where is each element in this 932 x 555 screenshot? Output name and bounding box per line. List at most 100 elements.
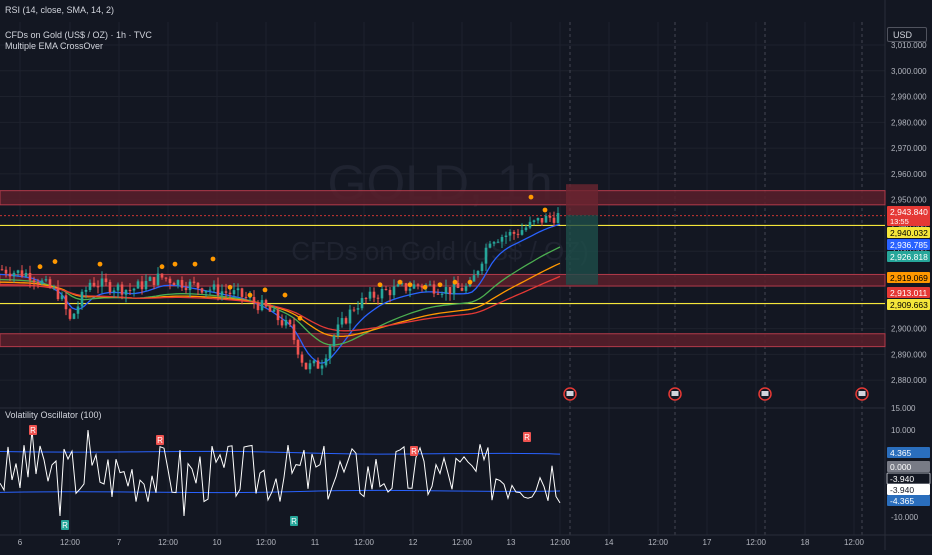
reversal-down-marker <box>156 435 164 445</box>
candle-body <box>192 281 196 283</box>
candle-body <box>136 281 140 289</box>
candle-body <box>416 284 420 286</box>
candle-body <box>280 320 284 326</box>
candle-body <box>84 289 88 292</box>
time-axis[interactable]: 6 12:00 7 12:00 10 12:00 11 12:00 12 12:00 13 12:00… <box>0 534 932 547</box>
candle-body <box>100 278 104 287</box>
candle-body <box>16 270 20 273</box>
oscillator-legend[interactable]: Volatility Oscillator (100) <box>5 410 102 420</box>
candle-body <box>492 242 496 244</box>
candle-body <box>48 279 52 288</box>
candle-body <box>392 286 396 296</box>
candle-body <box>488 243 492 248</box>
time-tick-label: 10 <box>213 538 222 547</box>
candle-body <box>44 279 48 281</box>
candle-body <box>456 283 460 288</box>
candle-body <box>444 287 448 294</box>
osc-label-value: 0.000 <box>890 462 912 472</box>
candle-body <box>0 269 4 271</box>
candle-body <box>312 360 316 364</box>
signal-dot <box>407 282 413 288</box>
candle-body <box>92 282 96 287</box>
candle-body <box>88 282 92 290</box>
candle-body <box>252 296 256 304</box>
symbol-legend[interactable]: CFDs on Gold (US$ / OZ) · 1h · TVC <box>5 30 152 40</box>
rsi-legend[interactable]: RSI (14, close, SMA, 14, 2) <box>5 5 114 15</box>
candle-body <box>436 293 440 295</box>
target-zone <box>566 215 598 285</box>
price-label-badge <box>887 287 930 298</box>
price-tick-label: 2,970.000 <box>891 144 927 153</box>
time-tick-label: 6 <box>18 538 23 547</box>
price-tick-label: 3,010.000 <box>891 41 927 50</box>
signal-dot <box>422 284 428 290</box>
oscillator-axis[interactable]: 15.00010.0005.000-5.000-10.0004.3650.000… <box>886 404 931 522</box>
osc-tick-label: -10.000 <box>891 513 919 522</box>
resistance-zones <box>0 190 886 348</box>
reversal-down-marker <box>29 425 37 435</box>
time-tick-label: 18 <box>801 538 810 547</box>
ema-legend[interactable]: Multiple EMA CrossOver <box>5 41 103 51</box>
flag-icon <box>671 391 679 396</box>
candle-body <box>216 284 220 296</box>
candle-body <box>132 288 136 291</box>
price-label-badge <box>887 227 930 238</box>
candle-body <box>148 277 152 281</box>
candle-body <box>376 297 380 299</box>
oscillator-pane: R R R R R R <box>0 425 561 530</box>
price-axis[interactable]: 3,010.000 3,000.000 2,990.000 2,980.000 2,97… <box>887 41 930 385</box>
price-label-value: 2,943.840 <box>890 207 928 217</box>
signal-dot <box>467 279 473 285</box>
candle-body <box>72 313 76 319</box>
candle-body <box>116 284 120 291</box>
signal-dot <box>192 261 198 267</box>
candle-body <box>256 303 260 311</box>
price-tick-label: 2,990.000 <box>891 93 927 102</box>
candle-body <box>324 358 328 366</box>
candle-body <box>140 281 144 290</box>
candle-body <box>204 290 208 293</box>
time-tick-label: 12:00 <box>550 538 571 547</box>
watermark-description: CFDs on Gold (US$ / OZ) <box>291 236 589 266</box>
price-label-value: 2,919.069 <box>890 273 928 283</box>
candle-body <box>156 273 160 285</box>
candle-body <box>56 287 60 300</box>
time-tick-label: 14 <box>605 538 614 547</box>
time-tick-label: 13 <box>507 538 516 547</box>
candle-body <box>360 298 364 309</box>
osc-label-badge <box>887 461 930 472</box>
candle-body <box>512 232 516 234</box>
oscillator-line <box>0 429 561 517</box>
osc-tick-label: 15.000 <box>891 404 916 413</box>
ema-lines <box>0 223 561 364</box>
candle-body <box>80 291 84 307</box>
osc-tick-label: 10.000 <box>891 426 916 435</box>
candle-body <box>208 289 212 291</box>
candle-body <box>104 278 108 283</box>
candle-body <box>300 354 304 363</box>
signal-dot <box>437 282 443 288</box>
ema-line-slowest <box>0 275 561 332</box>
candle-body <box>228 292 232 295</box>
candle-body <box>484 247 488 264</box>
candle-body <box>284 320 288 326</box>
candle-body <box>200 288 204 293</box>
economic-events[interactable] <box>563 387 869 401</box>
price-label-badge <box>887 272 930 283</box>
candle-body <box>368 291 372 299</box>
candle-body <box>460 287 464 291</box>
candle-body <box>316 360 320 369</box>
reversal-down-label: R <box>30 426 36 435</box>
time-tick-label: 12:00 <box>452 538 473 547</box>
candle-body <box>308 363 312 370</box>
resistance-zone <box>0 190 886 206</box>
currency-button[interactable]: USD <box>887 27 927 42</box>
reversal-down-label: R <box>411 447 417 456</box>
signal-dot <box>262 287 268 293</box>
reversal-down-label: R <box>157 436 163 445</box>
candle-body <box>4 269 8 274</box>
reversal-down-label: R <box>524 433 530 442</box>
long-short-position-tool[interactable] <box>566 184 598 285</box>
